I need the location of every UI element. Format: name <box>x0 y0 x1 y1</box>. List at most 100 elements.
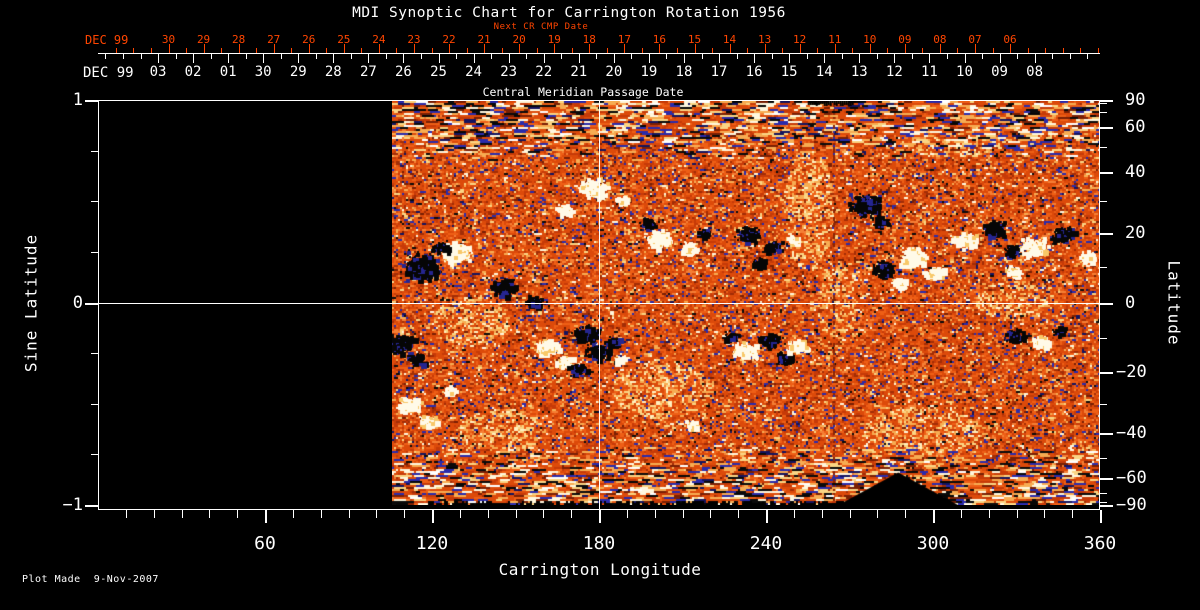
cmp-day-label: 08 <box>1026 64 1044 80</box>
cmp-day-label: 11 <box>920 64 938 80</box>
right-minor-tick <box>1100 337 1107 339</box>
left-major-tick <box>85 505 98 507</box>
cmp-tick <box>210 54 212 59</box>
x-tick-label: 120 <box>415 533 449 554</box>
next-cr-tick <box>238 44 240 53</box>
cmp-tick <box>526 54 528 59</box>
next-cr-tick <box>308 44 310 53</box>
x-minor-tick <box>515 510 517 518</box>
next-cr-day-label: 15 <box>687 33 702 46</box>
next-cr-day-label: 07 <box>968 33 982 46</box>
cmp-tick <box>385 54 387 59</box>
x-minor-tick <box>543 510 545 518</box>
next-cr-tick <box>203 44 205 53</box>
meridian-180-grid-line <box>599 100 600 510</box>
next-cr-tick <box>501 48 503 53</box>
cmp-tick <box>105 54 107 59</box>
left-minor-tick <box>91 201 98 203</box>
cmp-tick <box>578 54 580 63</box>
cmp-day-label: 01 <box>219 64 237 80</box>
next-cr-tick <box>764 44 766 53</box>
cmp-tick <box>1034 54 1036 63</box>
cmp-tick <box>508 54 510 63</box>
cmp-tick <box>158 54 159 63</box>
cmp-tick <box>894 54 896 63</box>
next-cr-tick <box>273 44 275 53</box>
cmp-tick <box>876 54 878 59</box>
cmp-day-label: 29 <box>289 64 307 80</box>
cmp-tick <box>824 54 826 63</box>
left-minor-tick <box>91 454 98 456</box>
next-cr-tick <box>221 48 223 53</box>
next-cr-tick <box>1080 48 1082 53</box>
cmp-tick <box>122 54 124 59</box>
next-cr-tick <box>133 48 135 53</box>
x-major-tick <box>432 510 434 523</box>
next-cr-tick <box>939 44 941 53</box>
cmp-axis-caption: Central Meridian Passage Date <box>482 85 684 99</box>
right-major-tick <box>1100 233 1113 236</box>
x-minor-tick <box>1072 510 1074 518</box>
next-cr-tick <box>659 44 661 53</box>
cmp-tick <box>175 54 177 59</box>
next-cr-day-label: 17 <box>617 33 631 46</box>
next-cr-tick <box>869 44 871 53</box>
next-cr-day-label: 23 <box>407 33 421 46</box>
next-cr-tick <box>378 44 380 53</box>
x-minor-tick <box>849 510 851 518</box>
next-cr-day-label: 26 <box>302 33 316 46</box>
next-cr-tick <box>887 48 889 53</box>
next-cr-tick <box>1062 48 1064 53</box>
x-minor-tick <box>1016 510 1018 518</box>
cmp-day-label: 20 <box>605 64 623 80</box>
next-cr-tick <box>992 48 994 53</box>
next-cr-tick <box>536 48 538 53</box>
date-axis-line <box>98 53 1100 54</box>
right-major-tick <box>1100 302 1113 305</box>
next-cr-day-label: 22 <box>442 33 456 46</box>
y-axis-title-right: Latitude <box>1164 260 1184 346</box>
cmp-tick <box>666 54 668 59</box>
next-cr-tick <box>904 44 906 53</box>
right-major-tick <box>1100 100 1113 102</box>
x-minor-tick <box>793 510 795 518</box>
next-cr-tick <box>1097 48 1099 53</box>
next-cr-tick <box>519 44 521 53</box>
cmp-tick <box>1069 54 1071 59</box>
cmp-tick <box>263 54 265 63</box>
next-cr-tick <box>624 44 626 53</box>
x-tick-label: 60 <box>254 533 276 554</box>
cmp-tick <box>999 54 1001 63</box>
next-cr-tick <box>168 44 170 53</box>
cmp-tick <box>911 54 913 59</box>
right-minor-tick <box>1100 147 1107 149</box>
cmp-tick <box>929 54 931 63</box>
x-minor-tick <box>376 510 378 518</box>
next-cr-tick <box>484 44 486 53</box>
cmp-tick <box>333 54 335 63</box>
left-major-tick <box>85 302 98 305</box>
x-minor-tick <box>710 510 712 518</box>
equator-grid-line <box>99 303 1100 304</box>
next-cr-tick <box>729 44 731 53</box>
next-cr-day-label: 21 <box>477 33 491 46</box>
next-cr-tick <box>712 48 713 53</box>
cmp-day-label: 25 <box>430 64 447 80</box>
plot-made-note: Plot Made 9-Nov-2007 <box>22 574 159 585</box>
cmp-tick <box>648 54 650 63</box>
next-cr-day-label: 06 <box>1003 33 1017 46</box>
left-tick-label: 1 <box>72 90 83 110</box>
next-cr-tick <box>676 48 678 53</box>
next-cr-tick <box>449 44 450 53</box>
y-axis-title-left: Sine Latitude <box>21 233 41 373</box>
next-cr-axis-era: DEC 99 <box>85 33 129 47</box>
left-tick-label: 0 <box>72 292 83 313</box>
x-major-tick <box>766 510 768 523</box>
cmp-tick <box>684 54 685 63</box>
next-cr-day-label: 25 <box>337 33 351 46</box>
next-cr-tick <box>326 48 328 53</box>
x-minor-tick <box>181 510 183 518</box>
right-tick-label: 20 <box>1125 223 1146 244</box>
right-minor-tick <box>1100 267 1107 269</box>
cmp-tick <box>789 54 791 63</box>
